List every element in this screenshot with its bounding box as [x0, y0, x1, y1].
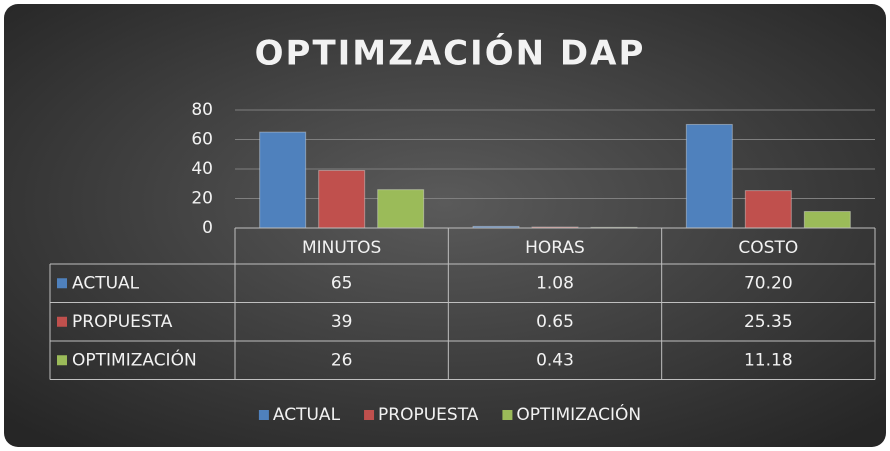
chart-title: OPTIMZACIÓN DAP [255, 33, 646, 74]
legend-label: OPTIMIZACIÓN [516, 403, 641, 425]
table-cell: 39 [331, 312, 353, 332]
legend-key [258, 410, 269, 420]
bar [685, 123, 733, 229]
y-tick-label: 40 [191, 159, 213, 179]
bar [318, 169, 366, 229]
table-cell: 1.08 [536, 273, 574, 293]
bar [744, 190, 792, 229]
y-tick-label: 20 [191, 189, 213, 209]
legend-key [364, 410, 375, 420]
table-cell: 0.43 [536, 350, 574, 370]
table-cell: 26 [331, 350, 353, 370]
table-cell: 11.18 [744, 350, 793, 370]
legend-label: ACTUAL [273, 405, 341, 425]
y-tick-label: 60 [191, 130, 213, 150]
table-cell: 65 [331, 273, 353, 293]
legend-key [57, 278, 67, 289]
table-cell: 25.35 [744, 312, 793, 332]
series-label: ACTUAL [72, 273, 140, 293]
bar [803, 211, 851, 229]
series-label: PROPUESTA [72, 312, 173, 332]
table-cell: 70.20 [744, 273, 793, 293]
y-tick-label: 0 [202, 218, 213, 238]
table-header: MINUTOS [302, 238, 381, 258]
table-header: COSTO [738, 238, 798, 258]
bar [377, 189, 425, 229]
y-tick-label: 80 [191, 100, 213, 120]
legend-key [57, 355, 67, 366]
table-header: HORAS [525, 238, 585, 258]
series-label: OPTIMIZACIÓN [72, 348, 197, 370]
legend-key [57, 316, 67, 327]
legend-label: PROPUESTA [378, 405, 479, 425]
chart-background [4, 4, 886, 447]
table-cell: 0.65 [536, 312, 574, 332]
bar [259, 131, 307, 229]
legend-key [502, 410, 513, 420]
